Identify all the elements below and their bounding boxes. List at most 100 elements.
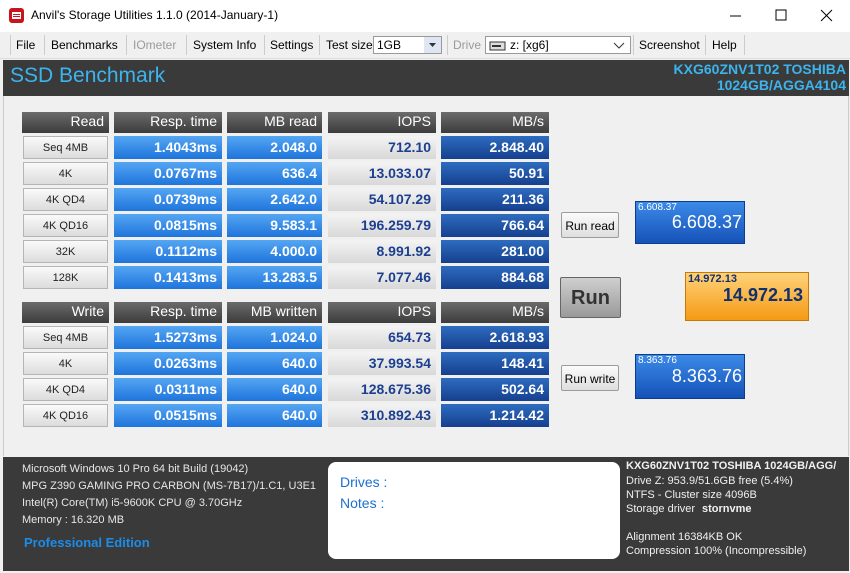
total-score: 14.972.13 [722,285,803,305]
resp-time: 0.0263ms [114,352,222,375]
read-score-box [635,201,745,244]
system-info-line: Memory : 16.320 MB [22,514,125,526]
window-title: Anvil's Storage Utilities 1.1.0 (2014-Ja… [31,8,279,22]
resp-time: 1.5273ms [114,326,222,349]
run-read-button[interactable]: Run read [561,212,619,238]
iops: 712.10 [328,136,436,159]
edition: Professional Edition [24,535,150,550]
column-header: MB read [227,112,322,133]
mb-value: 4.000.0 [227,240,322,263]
resp-time: 0.1112ms [114,240,222,263]
menu-system-info[interactable]: System Info [193,38,257,52]
mb-value: 13.283.5 [227,266,322,289]
drive-value: z: [xg6] [510,38,549,52]
separator [44,35,45,55]
separator [319,35,320,55]
mbs: 281.00 [441,240,549,263]
menu-settings[interactable]: Settings [270,38,314,52]
mb-value: 636.4 [227,162,322,185]
test-button[interactable]: 4K QD16 [23,214,108,237]
iops: 13.033.07 [328,162,436,185]
combo-arrow[interactable] [424,37,441,53]
column-header: IOPS [328,112,436,133]
test-button[interactable]: Seq 4MB [23,326,108,349]
resp-time: 0.1413ms [114,266,222,289]
resp-time: 1.4043ms [114,136,222,159]
test-button[interactable]: 4K QD4 [23,188,108,211]
read-score-small: 6.608.37 [638,202,677,213]
total-score-small: 14.972.13 [688,273,737,285]
mb-value: 1.024.0 [227,326,322,349]
header-band [3,60,849,96]
notes-label: Notes : [340,495,385,511]
drive-info-title: KXG60ZNV1T02 TOSHIBA 1024GB/AGG/ [626,460,837,472]
mb-value: 2.642.0 [227,188,322,211]
drive-label: Drive [453,38,482,52]
test-button[interactable]: 32K [23,240,108,263]
mbs: 1.214.42 [441,404,549,427]
test-size-label: Test size [326,38,373,52]
write-score-box [635,354,745,399]
column-header: Resp. time [114,302,222,323]
column-header: Write [22,302,109,323]
iops: 8.991.92 [328,240,436,263]
separator [744,35,745,55]
run-write-button[interactable]: Run write [561,365,619,391]
system-info-line: MPG Z390 GAMING PRO CARBON (MS-7B17)/1.C… [22,480,317,492]
mbs: 2.618.93 [441,326,549,349]
combo-arrow[interactable] [612,40,626,52]
test-button[interactable]: 4K [23,352,108,375]
drive-info-line: Compression 100% (Incompressible) [626,545,807,557]
window-controls[interactable] [720,0,850,32]
drive-info-driver: stornvme [702,503,752,515]
write-score-small: 8.363.76 [638,355,677,366]
device-line: KXG60ZNV1T02 TOSHIBA [673,61,846,77]
read-score: 6.608.37 [671,212,742,232]
test-button[interactable]: 4K QD16 [23,404,108,427]
drive-info-line: NTFS - Cluster size 4096B [626,489,757,501]
mbs: 766.64 [441,214,549,237]
test-button[interactable]: 4K [23,162,108,185]
column-header: MB/s [441,112,549,133]
mb-value: 640.0 [227,352,322,375]
resp-time: 0.0815ms [114,214,222,237]
resp-time: 0.0515ms [114,404,222,427]
title-bar [0,0,850,32]
iops: 128.675.36 [328,378,436,401]
run-button[interactable]: Run [560,277,621,318]
mbs: 211.36 [441,188,549,211]
menu-iometer[interactable]: IOmeter [133,38,177,52]
mbs: 884.68 [441,266,549,289]
test-button[interactable]: 128K [23,266,108,289]
column-header: Read [22,112,109,133]
column-header: Resp. time [114,112,222,133]
menu-file[interactable]: File [16,38,36,52]
iops: 7.077.46 [328,266,436,289]
separator [264,35,265,55]
resp-time: 0.0311ms [114,378,222,401]
mb-value: 640.0 [227,404,322,427]
mbs: 50.91 [441,162,549,185]
mb-value: 640.0 [227,378,322,401]
write-score: 8.363.76 [671,366,742,386]
menu-screenshot[interactable]: Screenshot [639,38,700,52]
notes-box[interactable] [328,462,620,559]
separator [447,35,448,55]
test-button[interactable]: 4K QD4 [23,378,108,401]
drives-label: Drives : [340,474,388,490]
menu-benchmarks[interactable]: Benchmarks [51,38,118,52]
test-button[interactable]: Seq 4MB [23,136,108,159]
drive-info-line: Drive Z: 953.9/51.6GB free (5.4%) [626,475,793,487]
iops: 196.259.79 [328,214,436,237]
column-header: MB written [227,302,322,323]
separator [126,35,127,55]
iops: 37.993.54 [328,352,436,375]
separator [633,35,634,55]
iops: 654.73 [328,326,436,349]
system-info-line: Microsoft Windows 10 Pro 64 bit Build (1… [22,463,249,475]
drive-combo[interactable]: z: [xg6] [485,36,631,54]
menu-help[interactable]: Help [712,38,737,52]
mbs: 502.64 [441,378,549,401]
separator [186,35,187,55]
